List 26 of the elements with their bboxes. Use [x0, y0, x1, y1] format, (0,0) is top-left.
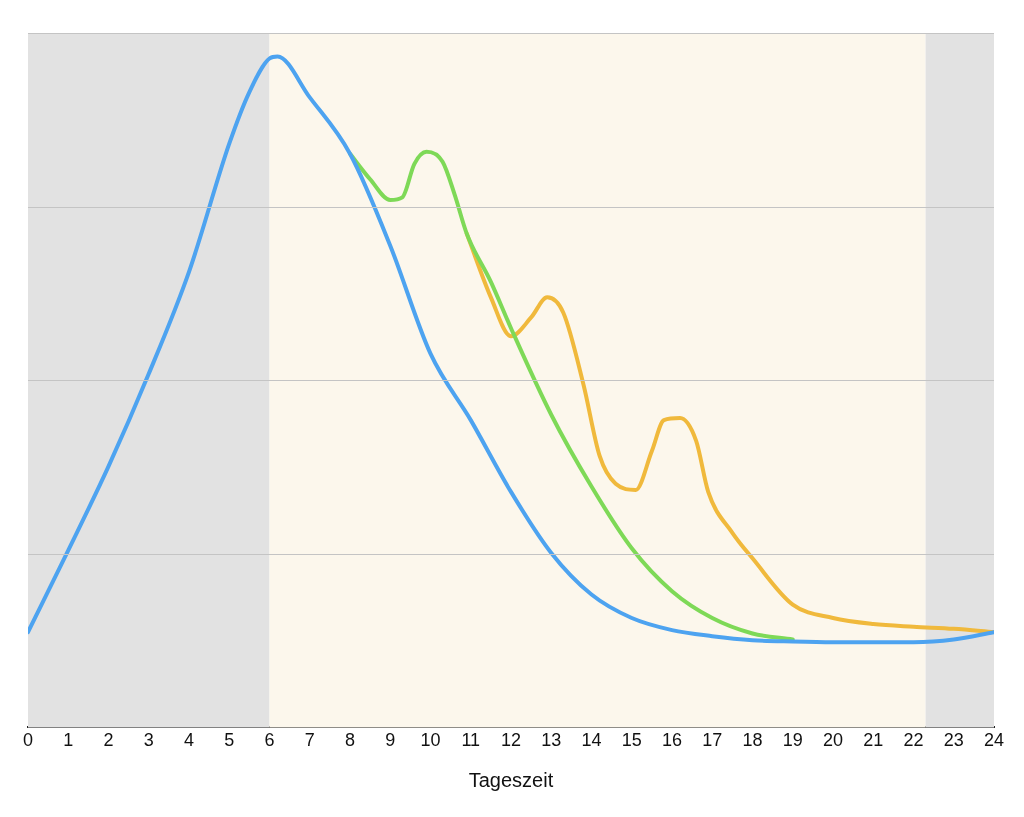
x-tick-label: 23 [943, 730, 964, 751]
x-tick-label: 17 [702, 730, 723, 751]
x-tick-label: 8 [344, 730, 356, 751]
x-tick-label: 9 [385, 730, 396, 751]
x-tick-label: 5 [224, 730, 235, 751]
x-tick-label: 7 [304, 730, 315, 751]
x-tick-label: 6 [264, 730, 275, 751]
x-tick-label: 16 [661, 730, 683, 751]
x-tick-label: 21 [863, 730, 884, 751]
x-tick-label: 4 [183, 730, 195, 751]
x-tick-label: 10 [420, 730, 441, 751]
x-tick-label: 13 [541, 730, 562, 751]
x-tick-label: 24 [983, 730, 1005, 751]
x-tick-label: 18 [742, 730, 763, 751]
x-tick-label: 12 [500, 730, 522, 751]
x-tick-label: 3 [143, 730, 154, 751]
x-tick-label: 0 [22, 730, 34, 751]
x-tick-label: 15 [621, 730, 642, 751]
x-tick-label: 14 [581, 730, 602, 751]
x-tick-label: 1 [63, 730, 74, 751]
x-tick-label: 11 [461, 730, 481, 751]
x-tick-label: 22 [903, 730, 924, 751]
x-tick-label: 20 [822, 730, 844, 751]
x-axis-title: Tageszeit [468, 768, 554, 791]
x-tick-label: 2 [103, 730, 114, 751]
x-tick-label: 19 [782, 730, 803, 751]
